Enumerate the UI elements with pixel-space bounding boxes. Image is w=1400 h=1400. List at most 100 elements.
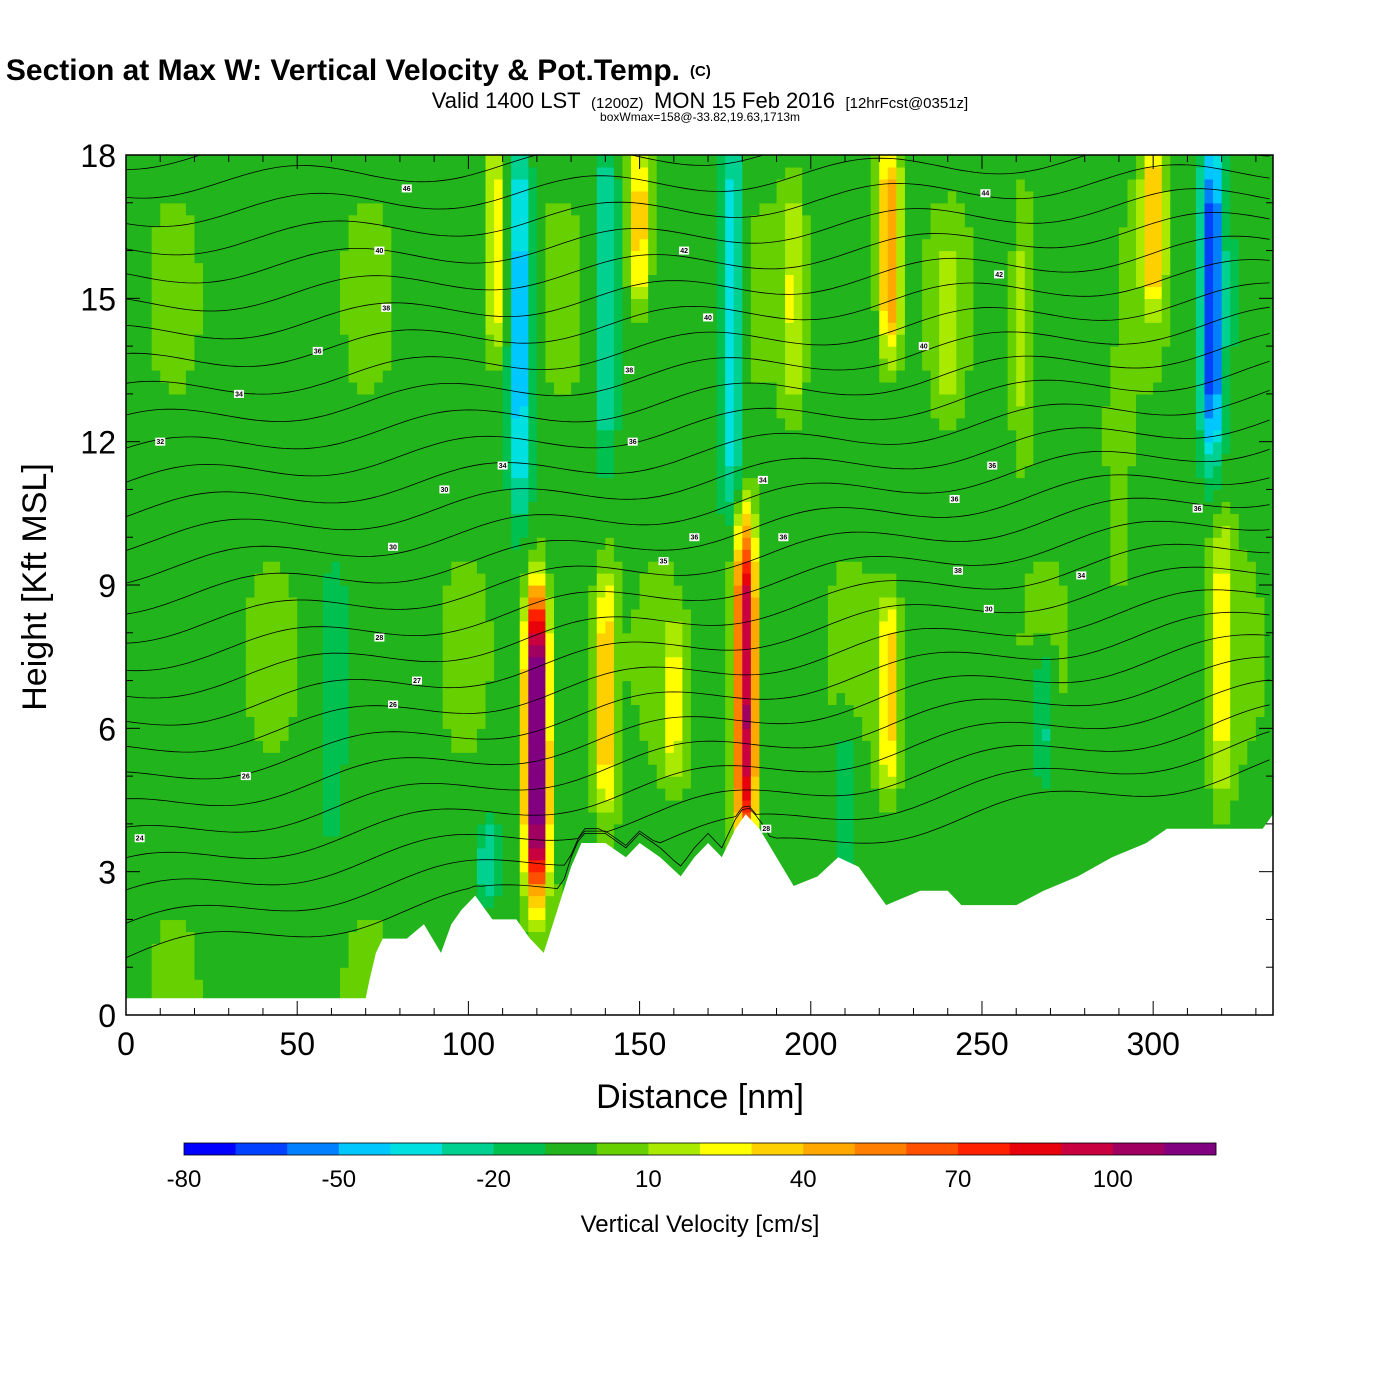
w-cell <box>262 859 273 873</box>
w-cell <box>690 226 701 240</box>
w-cell <box>648 214 658 228</box>
w-cell <box>237 835 247 849</box>
w-cell <box>391 501 401 514</box>
w-cell <box>665 752 675 765</box>
w-cell <box>468 346 478 359</box>
w-cell <box>134 656 144 670</box>
w-cell <box>579 250 589 264</box>
w-cell <box>631 286 641 299</box>
w-cell <box>434 883 444 897</box>
w-cell <box>305 262 315 276</box>
w-cell <box>280 501 290 514</box>
w-cell <box>331 680 341 694</box>
w-cell <box>194 465 204 479</box>
w-cell <box>177 226 187 240</box>
w-cell <box>288 549 298 562</box>
w-cell <box>553 441 564 455</box>
w-cell <box>545 644 555 658</box>
w-cell <box>476 704 487 717</box>
w-cell <box>280 991 290 1004</box>
w-cell <box>374 811 384 825</box>
w-cell <box>331 716 341 729</box>
w-cell <box>519 226 529 240</box>
w-cell <box>271 489 281 502</box>
w-cell <box>339 596 350 610</box>
w-cell <box>631 704 641 717</box>
w-cell <box>297 585 307 598</box>
w-cell <box>519 859 529 873</box>
w-cell <box>339 393 350 407</box>
w-cell <box>596 322 606 335</box>
w-cell <box>502 716 512 729</box>
w-cell <box>434 334 444 347</box>
w-cell <box>305 190 315 204</box>
w-cell <box>271 214 281 228</box>
w-cell <box>220 967 230 980</box>
w-cell <box>553 286 564 299</box>
w-cell <box>254 943 264 956</box>
w-cell <box>519 656 529 670</box>
w-cell <box>331 202 341 216</box>
w-cell <box>519 477 529 491</box>
w-cell <box>288 274 298 287</box>
w-cell <box>442 513 452 526</box>
w-cell <box>536 250 547 264</box>
w-cell <box>571 800 581 813</box>
w-cell <box>485 823 495 837</box>
w-cell <box>622 393 632 407</box>
w-cell <box>185 155 196 168</box>
w-cell <box>134 465 144 479</box>
w-cell <box>682 573 692 586</box>
w-cell <box>665 525 675 538</box>
w-cell <box>571 238 581 252</box>
w-cell <box>382 776 392 789</box>
w-cell <box>399 895 410 909</box>
w-cell <box>528 608 538 622</box>
w-cell <box>708 417 718 431</box>
w-cell <box>588 202 598 216</box>
w-cell <box>613 358 624 371</box>
w-cell <box>639 800 649 813</box>
w-cell <box>203 835 213 849</box>
w-cell <box>562 525 572 538</box>
w-cell <box>699 405 709 419</box>
w-cell <box>151 513 161 526</box>
w-cell <box>271 190 281 204</box>
w-cell <box>194 859 204 873</box>
w-cell <box>408 788 418 801</box>
w-cell <box>348 310 358 323</box>
w-cell <box>502 883 512 897</box>
w-cell <box>391 477 401 491</box>
w-cell <box>382 740 392 753</box>
w-cell <box>280 417 290 431</box>
w-cell <box>168 166 178 180</box>
w-cell <box>391 919 401 932</box>
w-cell <box>579 417 589 431</box>
w-cell <box>237 262 247 276</box>
w-cell <box>673 489 683 502</box>
w-cell <box>648 393 658 407</box>
w-cell <box>382 620 392 634</box>
w-cell <box>143 955 153 968</box>
w-cell <box>297 811 307 825</box>
w-cell <box>203 501 213 514</box>
w-cell <box>126 334 136 347</box>
w-cell <box>536 274 547 287</box>
w-cell <box>622 764 632 777</box>
w-cell <box>271 979 281 992</box>
w-cell <box>451 477 461 491</box>
w-cell <box>536 477 547 491</box>
w-cell <box>451 381 461 395</box>
w-cell <box>519 405 529 419</box>
w-cell <box>519 549 529 562</box>
w-cell <box>519 871 529 885</box>
w-cell <box>134 429 144 443</box>
w-cell <box>579 453 589 467</box>
w-cell <box>220 381 230 395</box>
w-cell <box>314 823 324 837</box>
w-cell <box>673 608 683 622</box>
w-cell <box>536 561 547 574</box>
w-cell <box>562 501 572 514</box>
w-cell <box>331 907 341 921</box>
w-cell <box>134 358 144 371</box>
